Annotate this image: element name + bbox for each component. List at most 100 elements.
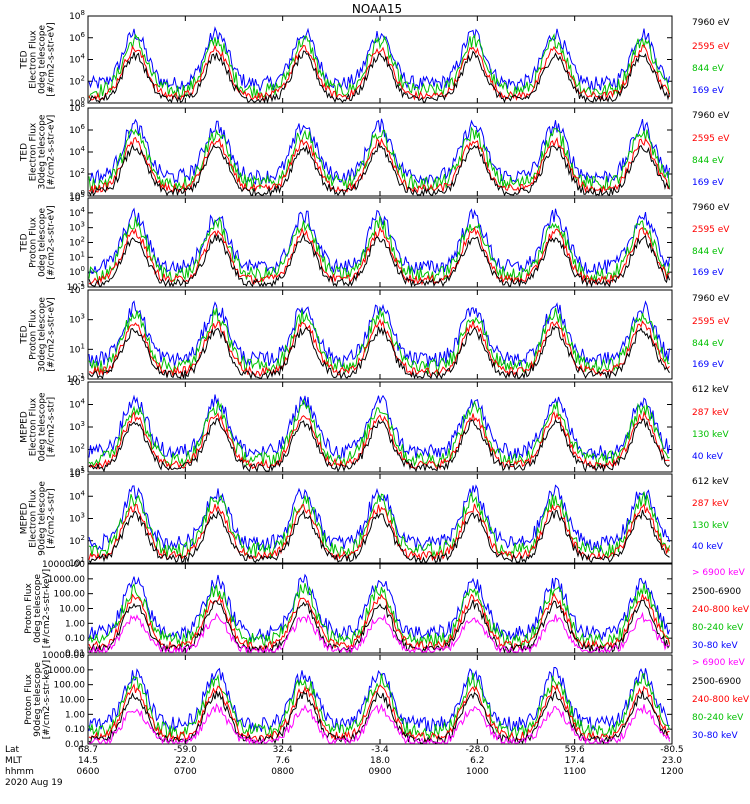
x-tick-label-hhmm: 0800 [271, 767, 294, 777]
legend-red: 240-800 keV [692, 605, 750, 615]
y-tick-label: 104 [69, 53, 85, 66]
x-tick-label-mlt: 17.4 [565, 756, 585, 766]
legend-magenta: > 6900 keV [692, 658, 746, 668]
y-tick-label: 108 [69, 101, 85, 114]
x-axis-date: 2020 Aug 19 [5, 778, 63, 788]
panel-5: MEPEDElectron Flux0deg telescope[#/cm2-s… [20, 381, 729, 473]
legend-black: 612 keV [692, 477, 729, 487]
legend-blue: 169 eV [692, 86, 725, 96]
series-line-black [88, 599, 670, 654]
legend-black: 7960 eV [692, 111, 730, 121]
x-tick-label-hhmm: 1100 [563, 767, 586, 777]
y-tick-label: 103 [69, 420, 85, 433]
x-row-label-mlt: MLT [5, 756, 23, 766]
y-tick-label: 1000.00 [48, 575, 85, 585]
x-tick-label-mlt: 7.6 [276, 756, 291, 766]
y-axis-label: Proton Flux90deg telescope[#/cm2-s-str-k… [24, 660, 52, 739]
legend-black: 7960 eV [692, 294, 730, 304]
legend-green: 844 eV [692, 339, 725, 349]
y-axis-label: TEDElectron Flux0deg telescope[#/cm2-s-s… [20, 22, 57, 97]
legend-green: 844 eV [692, 247, 725, 257]
series-line-green [88, 583, 670, 649]
y-tick-label: 10.00 [59, 605, 85, 615]
y-tick-label: 10000.00 [42, 560, 85, 570]
series-line-green [88, 491, 670, 559]
y-tick-label: 105 [69, 191, 85, 204]
legend-green: 130 keV [692, 521, 729, 531]
series-line-black [88, 142, 670, 197]
legend-blue: 40 keV [692, 452, 724, 462]
series-line-blue [88, 118, 670, 186]
y-tick-label: 100 [69, 96, 85, 109]
plot-frame [87, 563, 673, 654]
y-tick-label: 1000.00 [48, 666, 85, 676]
y-axis-label: MEPEDElectron Flux90deg telescope[#/cm2-… [20, 481, 57, 556]
panel-6: MEPEDElectron Flux90deg telescope[#/cm2-… [20, 473, 729, 564]
y-tick-label: 103 [69, 313, 85, 326]
x-tick-label-mlt: 6.2 [470, 756, 484, 766]
x-tick-label-mlt: 23.0 [662, 756, 682, 766]
legend-red: 240-800 keV [692, 695, 750, 705]
x-tick-label-hhmm: 0700 [174, 767, 197, 777]
x-tick-label-lat: 32.4 [273, 745, 293, 755]
series-line-green [88, 398, 670, 468]
legend-blue: 169 eV [692, 178, 725, 188]
series-line-black [88, 509, 670, 564]
x-row-label-lat: Lat [5, 745, 20, 755]
series-line-red [88, 225, 670, 286]
series-line-black [88, 418, 670, 473]
series-line-red [88, 44, 670, 102]
series-line-blue [88, 573, 670, 643]
y-tick-label: 0.10 [65, 725, 85, 735]
x-tick-label-hhmm: 1000 [466, 767, 489, 777]
series-line-black [88, 50, 670, 105]
series-line-green [88, 672, 670, 740]
panel-8: Proton Flux90deg telescope[#/cm2-s-str-k… [24, 654, 750, 745]
x-tick-label-lat: 59.6 [565, 745, 585, 755]
y-tick-label: 101 [69, 250, 85, 263]
legend-blue: 169 eV [692, 360, 725, 370]
y-tick-label: 105 [69, 283, 85, 296]
legend-red: 2595 eV [692, 42, 730, 52]
x-tick-label-lat: -28.0 [466, 745, 490, 755]
series-line-blue [88, 26, 670, 93]
y-tick-label: 104 [69, 489, 85, 502]
x-row-label-hhmm: hhmm [5, 767, 34, 777]
panel-2: TEDElectron Flux30deg telescope[#/cm2-s-… [20, 107, 730, 197]
panel-1: TEDElectron Flux0deg telescope[#/cm2-s-s… [20, 15, 730, 105]
legend-green: 130 keV [692, 430, 729, 440]
series-line-red [88, 502, 670, 562]
x-tick-label-hhmm: 0900 [369, 767, 392, 777]
x-tick-label-hhmm: 1200 [661, 767, 684, 777]
legend-black: 612 keV [692, 385, 729, 395]
legend-red: 287 keV [692, 499, 729, 509]
panel-3: TEDProton Flux0deg telescope[#/cm2-s-str… [20, 197, 730, 288]
y-tick-label: 0.01 [65, 740, 85, 750]
legend-blue: 169 eV [692, 268, 725, 278]
series-line-red [88, 592, 670, 652]
series-line-green [88, 33, 670, 99]
series-line-blue [88, 207, 670, 276]
y-tick-label: 105 [69, 375, 85, 388]
y-tick-label: 104 [69, 398, 85, 411]
y-tick-label: 0.01 [65, 649, 85, 659]
panel-7: Proton Flux0deg telescope[#/cm2-s-str-ke… [24, 563, 750, 654]
x-tick-label-mlt: 14.5 [78, 756, 98, 766]
series-line-blue [88, 484, 670, 553]
legend-magenta: > 6900 keV [692, 568, 746, 578]
x-tick-label-hhmm: 0600 [77, 767, 100, 777]
legend-green: 844 eV [692, 156, 725, 166]
legend-green: 80-240 keV [692, 713, 744, 723]
legend-green: 844 eV [692, 64, 725, 74]
plot-frame [87, 381, 673, 473]
y-tick-label: 101 [69, 342, 85, 355]
panel-4: TEDProton Flux30deg telescope[#/cm2-s-st… [20, 289, 730, 380]
y-tick-label: 10000.00 [42, 651, 85, 661]
legend-blue: 40 keV [692, 542, 724, 552]
legend-red: 2595 eV [692, 134, 730, 144]
legend-black: 7960 eV [692, 18, 730, 28]
legend-blue: 30-80 keV [692, 641, 738, 651]
legend-blue: 30-80 keV [692, 731, 738, 741]
y-tick-label: 104 [69, 206, 85, 219]
y-tick-label: 0.10 [65, 634, 85, 644]
